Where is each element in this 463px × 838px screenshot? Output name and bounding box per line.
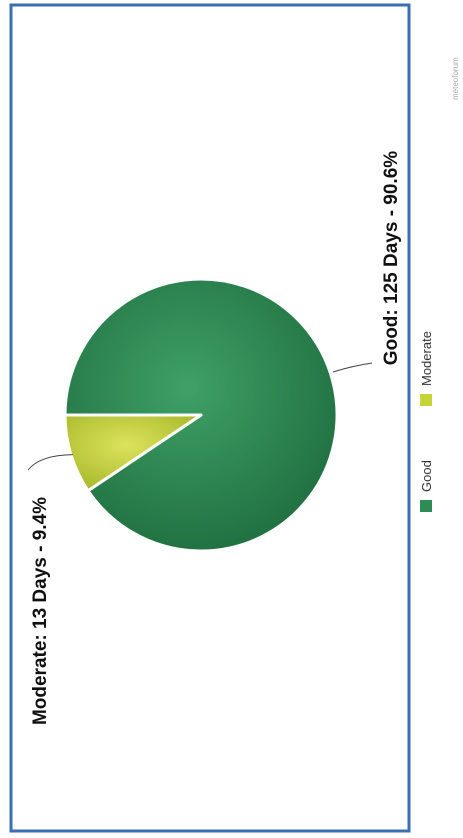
leader-line-moderate <box>27 454 73 471</box>
legend-label-moderate: Moderate <box>419 331 434 386</box>
data-label-moderate: Moderate: 13 Days - 9.4% <box>30 497 51 725</box>
leader-line-good <box>332 362 373 373</box>
chart-credit: meteoforum <box>451 57 460 100</box>
legend-swatch-good <box>420 500 432 512</box>
data-label-good: Good: 125 Days - 90.6% <box>381 151 402 365</box>
pie-slices <box>63 277 339 553</box>
legend-label-good: Good <box>419 460 434 492</box>
leader-lines <box>27 362 373 471</box>
legend: Good Moderate <box>419 331 434 512</box>
legend-swatch-moderate <box>420 394 432 406</box>
